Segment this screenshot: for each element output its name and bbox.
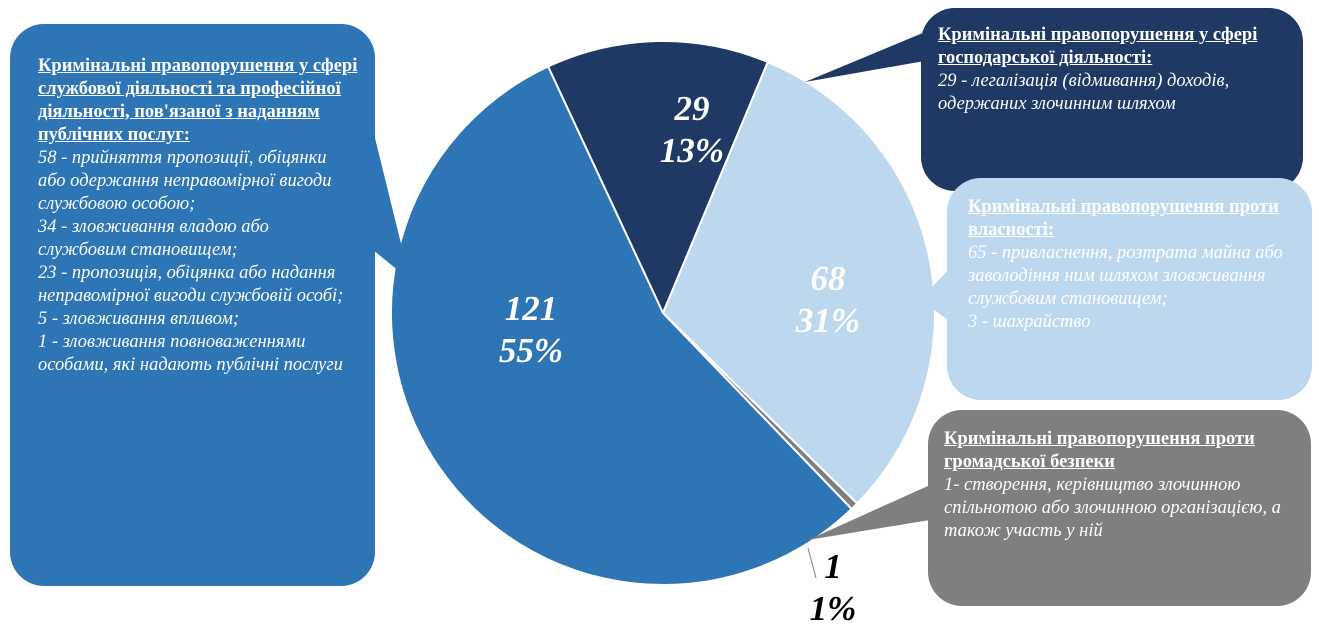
callout-title: Кримінальні правопорушення у сфері служб… <box>38 56 358 145</box>
callout-shapes <box>10 8 1312 606</box>
callout-title: Кримінальні правопорушення у сфері госпо… <box>938 25 1258 68</box>
data-label-value: 68 <box>811 259 846 298</box>
callout-line: 34 - зловживання владою або службовим ст… <box>38 217 269 260</box>
data-label-percent: 55% <box>499 331 563 370</box>
callout-pointer <box>920 270 948 320</box>
callout-pointer <box>373 130 410 280</box>
slice-official-activity <box>390 65 854 586</box>
slice-property <box>661 60 936 505</box>
callout-pointer <box>808 485 930 540</box>
callout-line: 58 - прийняття пропозиції, обіцянки або … <box>38 148 332 214</box>
callout-economic-activity: Кримінальні правопорушення у сфері госпо… <box>938 24 1283 116</box>
data-label-value: 1 <box>824 547 842 586</box>
callout-line: 65 - привласнення, розтрата майна або за… <box>968 243 1283 309</box>
callout-box <box>947 178 1312 400</box>
callout-official-activity: Кримінальні правопорушення у сфері служб… <box>38 55 358 377</box>
callout-public-safety: Кримінальні правопорушення проти громадс… <box>944 428 1284 543</box>
callout-line: 1 - зловживання повноваженнями особами, … <box>38 332 343 375</box>
callout-line: 5 - зловживання впливом; <box>38 309 240 329</box>
callout-line: 29 - легалізація (відмивання) доходів, о… <box>938 71 1230 114</box>
data-label-percent: 1% <box>810 589 857 626</box>
callout-property: Кримінальні правопорушення проти власнос… <box>968 196 1290 334</box>
callout-title: Кримінальні правопорушення проти власнос… <box>968 197 1279 240</box>
data-label-percent: 31% <box>795 301 860 340</box>
callout-line: 1- створення, керівництво злочинною спіл… <box>944 475 1281 541</box>
callout-box <box>921 8 1303 191</box>
slice-economic-activity <box>546 40 770 316</box>
callout-line: 3 - шахрайство <box>968 312 1091 332</box>
data-label-value: 29 <box>674 89 710 128</box>
callout-line: 23 - пропозиція, обіцянка або надання не… <box>38 263 344 306</box>
callout-pointer <box>805 30 930 82</box>
callout-box <box>928 410 1311 606</box>
callout-title: Кримінальні правопорушення проти громадс… <box>944 429 1255 472</box>
data-label-value: 121 <box>505 289 558 328</box>
leader-line <box>807 547 817 579</box>
data-label-percent: 13% <box>660 131 724 170</box>
pie-slices <box>390 40 936 586</box>
callout-box <box>10 24 375 586</box>
